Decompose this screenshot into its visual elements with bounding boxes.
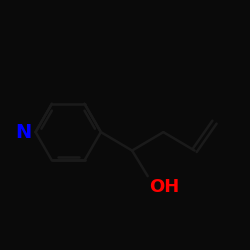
- Text: N: N: [15, 122, 31, 142]
- Text: OH: OH: [149, 178, 180, 196]
